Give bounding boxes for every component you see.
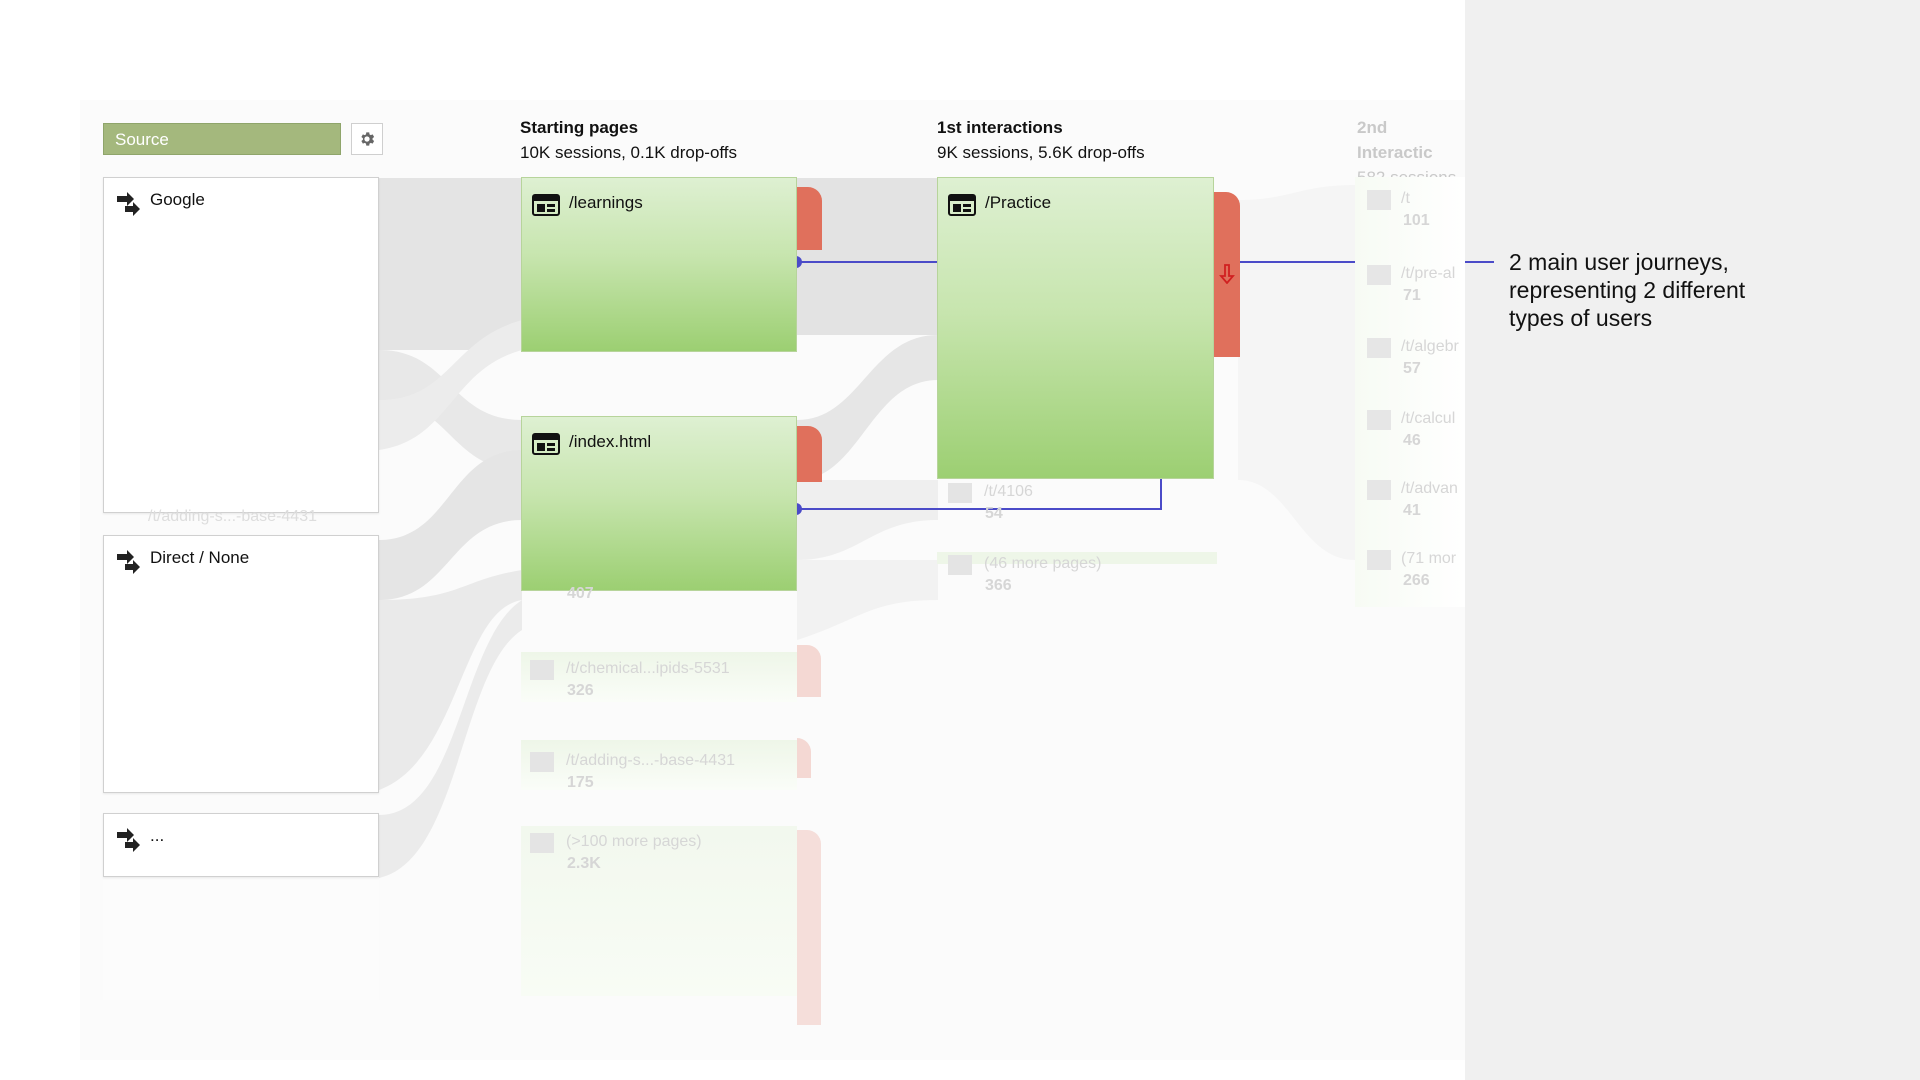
source-label: ... xyxy=(150,826,165,845)
faded-page-node[interactable]: /t/adding-s...-base-4431 175 xyxy=(530,752,735,792)
faded-dropoff-bar xyxy=(797,738,811,778)
flow-google-other xyxy=(379,320,522,450)
page-window-icon xyxy=(1367,190,1391,210)
index-ghost-count: 407 xyxy=(567,585,594,602)
faded-page-node[interactable]: (>100 more pages) 2.3K xyxy=(530,833,702,873)
page-window-icon xyxy=(1367,480,1391,500)
flow-practice-second xyxy=(1238,185,1355,560)
page-window-icon xyxy=(530,660,554,680)
page-window-icon xyxy=(948,555,972,575)
flow-canvas: Source Starting pages 10K sessions, 0.1K… xyxy=(103,115,1465,1025)
annotation-line: types of users xyxy=(1509,305,1653,331)
faded-page-node[interactable]: /t/calcul 46 xyxy=(1367,410,1455,450)
flow-other-46more xyxy=(797,560,938,640)
page-node-index[interactable]: /index.html xyxy=(521,416,797,591)
faded-page-node[interactable]: /t 101 xyxy=(1367,190,1430,230)
faded-node-bg xyxy=(937,552,1217,564)
faded-dropoff-bar xyxy=(797,830,821,1025)
faded-page-node[interactable]: (71 mor 266 xyxy=(1367,550,1456,590)
source-ghost-row: /t/adding-s...-base-4431 xyxy=(110,508,317,526)
faded-node-bg xyxy=(521,740,797,790)
dropoff-bar-index xyxy=(797,426,822,482)
page-window-icon xyxy=(1367,338,1391,358)
page-window-icon xyxy=(532,433,560,460)
flow-learnings-practice xyxy=(797,178,938,335)
faded-page-node[interactable]: /t/4106 54 xyxy=(948,483,1033,523)
faded-page-node[interactable]: /t/advan 41 xyxy=(1367,480,1458,520)
flow-direct-index xyxy=(379,450,522,600)
annotation-line: representing 2 different xyxy=(1509,277,1746,303)
faded-node-bg xyxy=(521,652,797,702)
annotation-panel xyxy=(1465,0,1920,1080)
gear-icon xyxy=(361,132,375,146)
source-arrows-icon xyxy=(115,548,143,585)
column-title: Starting pages xyxy=(520,118,639,137)
flow-google-learnings xyxy=(379,178,522,350)
page-window-icon xyxy=(1367,410,1391,430)
source-ghost-label: /t/adding-s...-base-4431 xyxy=(148,508,317,525)
page-node-learnings[interactable]: /learnings xyxy=(521,177,797,352)
page-label: /Practice xyxy=(985,193,1052,212)
page-window-icon xyxy=(530,833,554,853)
faded-page-node[interactable]: /t/chemical...ipids-5531 326 xyxy=(530,660,730,700)
flow-google-index xyxy=(379,350,522,470)
page-window-icon xyxy=(948,483,972,503)
faded-page-node[interactable]: (46 more pages) 366 xyxy=(948,555,1101,595)
flow-index-practice xyxy=(797,335,938,480)
page-label: /learnings xyxy=(569,193,643,212)
second-column-bg xyxy=(1355,177,1465,607)
faded-page-node[interactable]: /t/pre-al 71 xyxy=(1367,265,1455,305)
column-title: 2nd Interactic xyxy=(1357,118,1433,162)
column-header-first-interactions: 1st interactions 9K sessions, 5.6K drop-… xyxy=(937,115,1145,165)
page-window-icon xyxy=(532,194,560,221)
page-window-icon xyxy=(1367,265,1391,285)
faded-page-node[interactable]: /t/algebr 57 xyxy=(1367,338,1459,378)
column-header-starting-pages: Starting pages 10K sessions, 0.1K drop-o… xyxy=(520,115,737,165)
source-node-google[interactable]: Google xyxy=(103,177,379,513)
source-dropdown[interactable]: Source xyxy=(103,123,341,155)
flow-direct-other xyxy=(379,570,522,790)
column-title: 1st interactions xyxy=(937,118,1063,137)
drop-arrow-icon xyxy=(1219,264,1235,284)
page-label: /index.html xyxy=(569,432,652,451)
column-subtitle: 9K sessions, 5.6K drop-offs xyxy=(937,143,1145,162)
page-window-icon xyxy=(948,194,976,221)
column-subtitle: 10K sessions, 0.1K drop-offs xyxy=(520,143,738,162)
annotation-line: 2 main user journeys, xyxy=(1509,249,1729,275)
page-node-practice[interactable]: /Practice xyxy=(937,177,1214,479)
journey-line-extension xyxy=(1465,261,1494,263)
source-node-direct[interactable]: Direct / None xyxy=(103,535,379,793)
dropoff-bar-learnings xyxy=(797,187,822,250)
faded-dropoff-bar xyxy=(797,645,821,697)
faded-node-bg xyxy=(521,826,797,996)
page-window-icon xyxy=(1367,550,1391,570)
dropoff-bar-practice xyxy=(1214,192,1240,357)
source-label: Direct / None xyxy=(150,548,250,567)
source-label: Google xyxy=(150,190,205,209)
source-arrows-icon xyxy=(115,190,143,227)
flow-more-other xyxy=(379,600,522,878)
source-node-more[interactable]: ... xyxy=(103,813,379,877)
settings-button[interactable] xyxy=(351,123,383,155)
source-arrows-icon xyxy=(115,826,143,863)
flow-index-4106 xyxy=(797,480,938,560)
page-window-icon xyxy=(530,752,554,772)
annotation-text: 2 main user journeys, representing 2 dif… xyxy=(1509,248,1809,332)
source-faded-box xyxy=(103,880,379,1000)
